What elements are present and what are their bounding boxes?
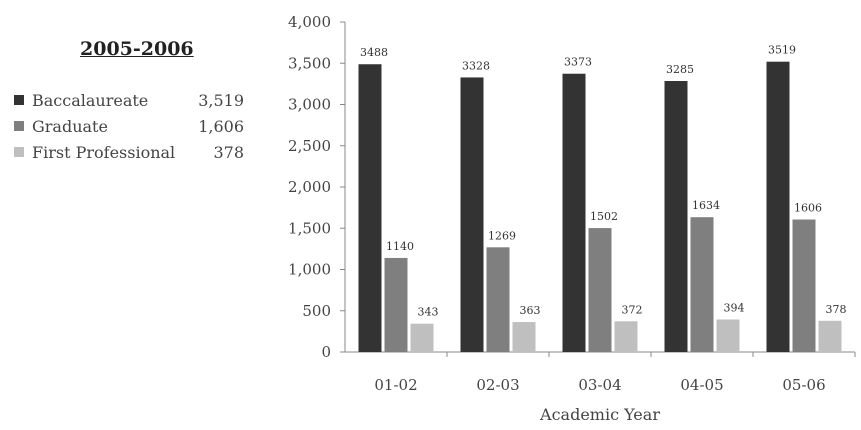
- data-label: 378: [826, 303, 847, 316]
- legend-item-first-professional: First Professional 378: [10, 143, 260, 165]
- y-tick-label: 2,500: [288, 137, 331, 155]
- bar-graduate: [588, 228, 612, 352]
- bar-graduate: [792, 219, 816, 352]
- bar-graduate: [384, 257, 408, 352]
- bar-first-professional: [818, 320, 842, 352]
- bar-first-professional: [512, 322, 536, 352]
- legend-label-graduate: Graduate: [32, 117, 108, 136]
- data-label: 1634: [692, 199, 720, 212]
- y-tick-label: 0: [321, 343, 331, 361]
- bar-baccalaureate: [460, 77, 484, 352]
- data-label: 1140: [386, 240, 414, 253]
- bar-graduate: [690, 217, 714, 352]
- data-label: 3285: [666, 63, 694, 76]
- bar-first-professional: [614, 321, 638, 352]
- data-label: 1502: [590, 210, 618, 223]
- data-label: 1269: [488, 229, 516, 242]
- data-label: 372: [622, 303, 643, 316]
- bar-first-professional: [716, 319, 740, 352]
- bar-baccalaureate: [664, 80, 688, 353]
- y-tick-label: 1,000: [288, 261, 331, 279]
- bar-baccalaureate: [766, 61, 790, 353]
- legend-label-baccalaureate: Baccalaureate: [32, 91, 149, 110]
- data-label: 394: [724, 301, 745, 314]
- legend-swatch-baccalaureate: [14, 95, 24, 105]
- legend-label-first-professional: First Professional: [32, 143, 176, 162]
- x-tick-label: 01-02: [374, 376, 417, 394]
- data-label: 363: [520, 304, 541, 317]
- x-tick-label: 04-05: [680, 376, 723, 394]
- legend-value-graduate: 1,606: [198, 117, 244, 136]
- y-tick-label: 500: [302, 302, 331, 320]
- x-tick-label: 02-03: [476, 376, 519, 394]
- data-label: 3373: [564, 56, 592, 69]
- legend-value-baccalaureate: 3,519: [198, 91, 244, 110]
- x-tick-label: 05-06: [782, 376, 825, 394]
- data-label: 343: [418, 306, 439, 319]
- bar-baccalaureate: [358, 64, 382, 353]
- data-label: 3328: [462, 59, 490, 72]
- x-axis-title: Academic Year: [539, 405, 660, 424]
- legend-swatch-first-professional: [14, 147, 24, 157]
- y-tick-label: 1,500: [288, 219, 331, 237]
- x-tick-label: 03-04: [578, 376, 621, 394]
- legend-item-baccalaureate: Baccalaureate 3,519: [10, 91, 260, 113]
- bar-first-professional: [410, 323, 434, 352]
- legend-value-first-professional: 378: [213, 143, 244, 162]
- data-label: 1606: [794, 202, 822, 215]
- legend-title: 2005-2006: [80, 38, 194, 60]
- y-tick-label: 2,000: [288, 178, 331, 196]
- y-tick-label: 4,000: [288, 13, 331, 31]
- legend-item-graduate: Graduate 1,606: [10, 117, 260, 139]
- y-tick-label: 3,500: [288, 54, 331, 72]
- y-tick-label: 3,000: [288, 96, 331, 114]
- data-label: 3519: [768, 44, 796, 57]
- bar-baccalaureate: [562, 73, 586, 352]
- legend-swatch-graduate: [14, 121, 24, 131]
- bar-graduate: [486, 247, 510, 352]
- data-label: 3488: [360, 46, 388, 59]
